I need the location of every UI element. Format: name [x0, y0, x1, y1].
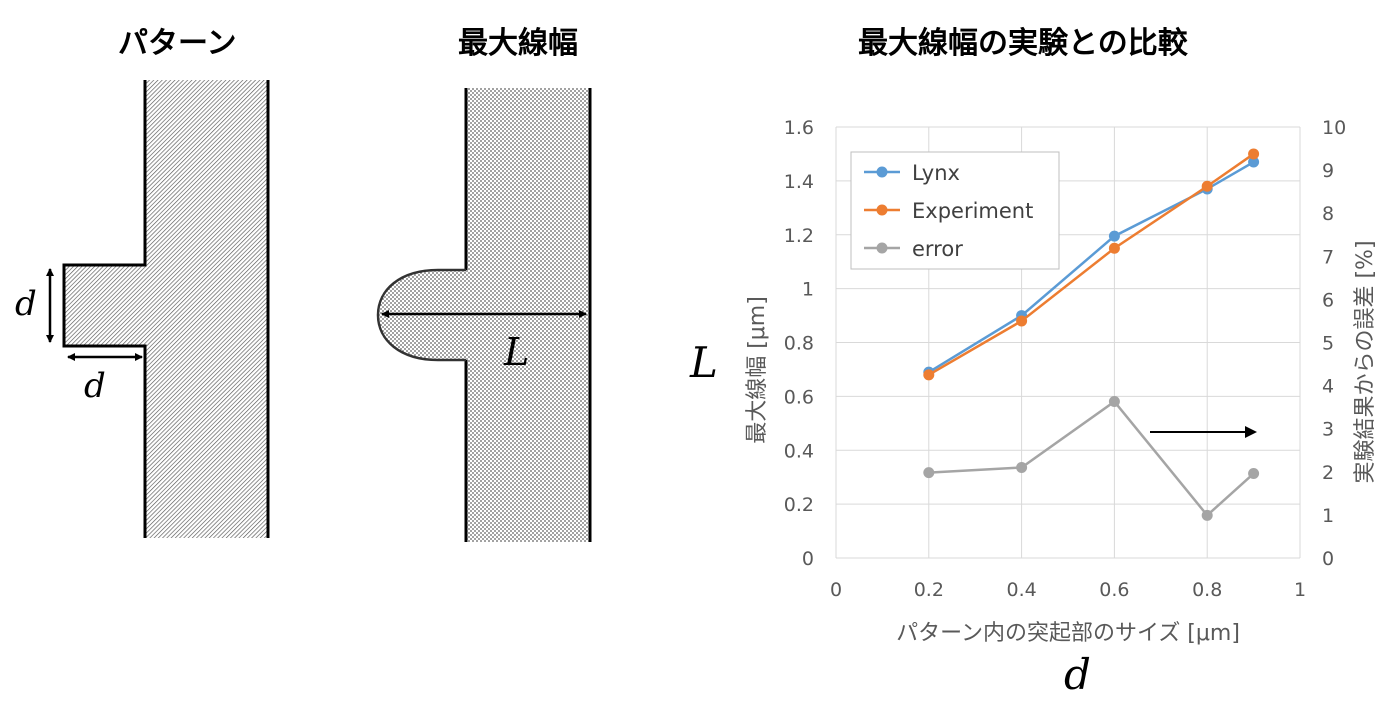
- tick-labels: 00.20.40.60.811.21.41.60 0.2 0.4 0.6 0.8 1012…: [784, 117, 1346, 601]
- y2-axis-label: 実験結果からの誤差 [%]: [1353, 240, 1378, 483]
- y2-tick-label: 10: [1322, 117, 1346, 139]
- legend-label-lynx: Lynx: [912, 161, 960, 185]
- legend-marker-lynx: [876, 166, 888, 178]
- pattern-diagrams: [46, 80, 592, 542]
- d-vertical-label: d: [15, 284, 37, 324]
- y2-tick-label: 0: [1322, 548, 1334, 570]
- x-tick-label: 0: [830, 579, 842, 601]
- pattern-shape: [62, 80, 270, 538]
- y2-tick-label: 6: [1322, 289, 1334, 311]
- y-axis-label: 最大線幅 [μm]: [745, 296, 770, 444]
- y-tick-label: 0.6: [784, 386, 814, 408]
- y-tick-label: 1: [802, 279, 814, 301]
- y2-tick-label: 5: [1322, 333, 1334, 355]
- max-width-heading: 最大線幅: [458, 26, 578, 61]
- y-tick-label: 0.4: [784, 440, 814, 462]
- x-tick-label: 0.6: [1099, 579, 1129, 601]
- side-d-label: d: [1064, 650, 1091, 699]
- side-L-label: L: [690, 338, 718, 387]
- series-lines: [923, 148, 1260, 521]
- y2-tick-label: 1: [1322, 505, 1334, 527]
- comparison-heading: 最大線幅の実験との比較: [858, 26, 1188, 61]
- y-tick-label: 1.2: [784, 225, 814, 247]
- x-tick-label: 0.8: [1192, 579, 1222, 601]
- data-point-error: [923, 467, 935, 479]
- y2-tick-label: 9: [1322, 160, 1334, 182]
- legend-label-error: error: [912, 237, 963, 261]
- data-point-error: [1016, 461, 1028, 473]
- x-tick-label: 0.4: [1006, 579, 1036, 601]
- y2-tick-label: 2: [1322, 462, 1334, 484]
- series-line-error: [928, 399, 1255, 518]
- data-point-experiment: [923, 369, 935, 381]
- legend-label-experiment: Experiment: [912, 199, 1033, 223]
- x-tick-label: 0.2: [914, 579, 944, 601]
- data-point-experiment: [1016, 315, 1028, 327]
- pattern-heading: パターン: [118, 26, 237, 61]
- x-tick-label: 1: [1294, 579, 1306, 601]
- y-tick-label: 1.4: [784, 171, 814, 193]
- data-point-experiment: [1201, 180, 1213, 192]
- y2-tick-label: 3: [1322, 419, 1334, 441]
- y2-tick-label: 8: [1322, 203, 1334, 225]
- right-axis-arrow-head: [1245, 426, 1257, 438]
- legend-marker-experiment: [876, 204, 888, 216]
- data-point-experiment: [1248, 148, 1260, 160]
- y2-tick-label: 4: [1322, 376, 1334, 398]
- y-tick-label: 0.2: [784, 494, 814, 516]
- data-point-error: [1248, 468, 1260, 480]
- data-point-error: [1201, 509, 1213, 521]
- y-tick-label: 0.8: [784, 333, 814, 355]
- legend: Lynx Experiment error: [850, 151, 1060, 270]
- comparison-chart: 00.20.40.60.811.21.41.60 0.2 0.4 0.6 0.8 1012…: [745, 117, 1378, 646]
- data-point-experiment: [1108, 242, 1120, 254]
- legend-marker-error: [876, 242, 888, 254]
- y2-tick-label: 7: [1322, 246, 1334, 268]
- y-tick-label: 1.6: [784, 117, 814, 139]
- data-point-lynx: [1248, 156, 1260, 168]
- y-tick-label: 0: [802, 548, 814, 570]
- L-label: L: [504, 330, 530, 374]
- data-point-error: [1108, 396, 1120, 408]
- x-axis-label: パターン内の突起部のサイズ [μm]: [896, 621, 1240, 646]
- d-horizontal-label: d: [84, 366, 106, 406]
- data-point-lynx: [1108, 230, 1120, 242]
